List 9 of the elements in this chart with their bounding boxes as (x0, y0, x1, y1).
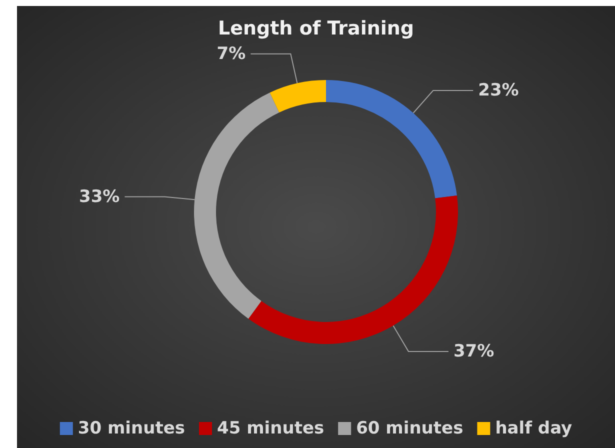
legend-label: 60 minutes (356, 418, 464, 438)
data-label: 7% (216, 44, 246, 64)
data-label: 23% (478, 80, 519, 100)
data-label: 37% (453, 341, 494, 362)
legend-label: 45 minutes (216, 418, 324, 438)
legend-label: half day (495, 418, 572, 438)
data-label: 33% (79, 186, 120, 207)
chart-title: Length of Training (218, 18, 414, 40)
legend-label: 30 minutes (78, 418, 186, 438)
